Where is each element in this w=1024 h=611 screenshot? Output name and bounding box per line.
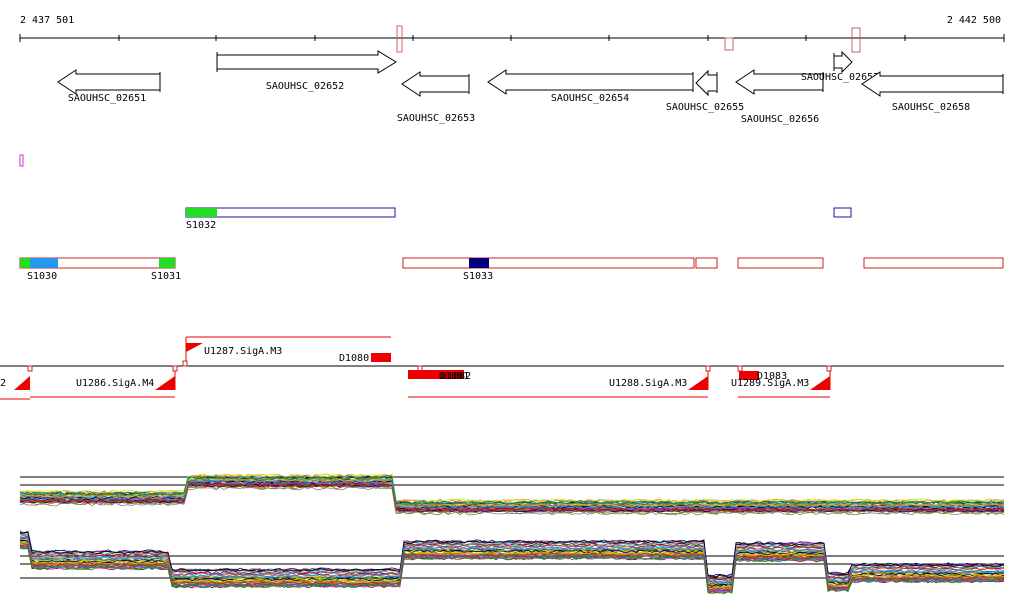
expression-series (19, 477, 1005, 507)
magenta-marker (19, 154, 24, 167)
expression-track-bottom (19, 530, 1005, 595)
feature-track: U1287.SigA.M3 D1080 M2 U1286.SigA.M4 D10… (0, 336, 1004, 400)
gene-SAOUHSC-02652[interactable]: SAOUHSC_02652 (216, 50, 397, 92)
segment-label: S1032 (186, 220, 216, 231)
coordinate-ruler: 2 437 501 2 442 500 (19, 15, 1005, 53)
feature-label: D1083 (757, 371, 787, 382)
segment-S1033[interactable] (402, 257, 695, 269)
expression-series (19, 478, 1005, 508)
segment-S1032-green (186, 208, 217, 217)
segment-green-start (20, 258, 30, 268)
ruler-start-label: 2 437 501 (20, 15, 74, 26)
ruler-marker (396, 25, 403, 53)
feature-label: U1287.SigA.M3 (204, 346, 282, 357)
segment-red-box[interactable] (863, 257, 1004, 269)
gene-label: SAOUHSC_02651 (68, 93, 146, 104)
feature-U1288[interactable]: U1288.SigA.M3 (609, 371, 709, 390)
segment-S1031-green (159, 258, 175, 268)
gene-label: SAOUHSC_02655 (666, 102, 744, 113)
feature-D1080[interactable]: D1080 (339, 353, 391, 364)
segment-label: S1030 (27, 271, 57, 282)
feature-label: U1288.SigA.M3 (609, 378, 687, 389)
feature-U1286[interactable]: U1286.SigA.M4 (76, 371, 176, 390)
expression-track-top (19, 473, 1005, 516)
segment-red-box[interactable] (695, 257, 718, 269)
feature-label: D1082 (441, 371, 471, 382)
gene-label: SAOUHSC_02658 (892, 102, 970, 113)
gene-label: SAOUHSC_02654 (551, 93, 629, 104)
expression-series (19, 537, 1005, 585)
expression-series (19, 543, 1005, 591)
feature-label: U1286.SigA.M4 (76, 378, 154, 389)
expression-series (19, 480, 1005, 510)
expression-series (19, 531, 1005, 578)
gene-label: SAOUHSC_02657 (801, 72, 879, 83)
segment-track-upper: S1032 (185, 207, 852, 231)
ruler-marker (724, 37, 734, 51)
expression-series (19, 542, 1005, 589)
gene-label: SAOUHSC_02656 (741, 114, 819, 125)
expression-series (19, 547, 1005, 595)
site-marker (705, 365, 711, 372)
ruler-end-label: 2 442 500 (947, 15, 1001, 26)
site-marker (826, 365, 832, 372)
segment-small-blue[interactable] (833, 207, 852, 218)
feature-D1083[interactable]: D1083 (739, 371, 787, 382)
feature-label: D1080 (339, 353, 369, 364)
expression-series (19, 546, 1005, 594)
expression-series (19, 543, 1005, 591)
gene-SAOUHSC-02657[interactable]: SAOUHSC_02657 (801, 50, 879, 83)
gene-track: SAOUHSC_02651 SAOUHSC_02652 SAOUHSC_0265… (57, 50, 1004, 125)
segment-S1033-dark (469, 258, 489, 268)
expression-series (19, 545, 1005, 594)
segment-track-lower: S1030 S1031 S1033 (19, 257, 1004, 282)
expression-series (19, 532, 1005, 579)
expression-series (19, 483, 1004, 513)
site-marker (182, 360, 188, 367)
feature-U1289[interactable]: U1289.SigA.M3 (731, 371, 831, 390)
segment-S1030-blue (30, 258, 58, 268)
site-marker (737, 365, 743, 372)
gene-SAOUHSC-02651[interactable]: SAOUHSC_02651 (57, 69, 161, 104)
gene-SAOUHSC-02658[interactable]: SAOUHSC_02658 (861, 71, 1004, 113)
segment-label: S1031 (151, 271, 181, 282)
feature-label: U1289.SigA.M3 (731, 378, 809, 389)
ruler-marker (851, 27, 861, 53)
expression-series (19, 475, 1005, 505)
feature-D1081-D1082[interactable]: D1081 D1082 (408, 370, 471, 382)
feature-label: M2 (0, 378, 6, 389)
segment-label: S1033 (463, 271, 493, 282)
gene-SAOUHSC-02655[interactable]: SAOUHSC_02655 (666, 69, 744, 113)
gene-SAOUHSC-02656[interactable]: SAOUHSC_02656 (735, 69, 824, 125)
expression-series (19, 486, 1005, 516)
feature-label: D1081 (439, 371, 469, 382)
feature-M2[interactable]: M2 (0, 376, 30, 390)
gene-SAOUHSC-02653[interactable]: SAOUHSC_02653 (397, 71, 475, 124)
expression-series (19, 539, 1005, 587)
gene-label: SAOUHSC_02653 (397, 113, 475, 124)
gene-SAOUHSC-02654[interactable]: SAOUHSC_02654 (487, 69, 694, 104)
feature-U1287[interactable]: U1287.SigA.M3 (185, 337, 282, 361)
expression-series (19, 533, 1005, 581)
site-marker (27, 365, 33, 372)
site-marker (172, 365, 178, 372)
segment-S1032[interactable] (185, 207, 396, 218)
gene-label: SAOUHSC_02652 (266, 81, 344, 92)
segment-red-box[interactable] (737, 257, 824, 269)
